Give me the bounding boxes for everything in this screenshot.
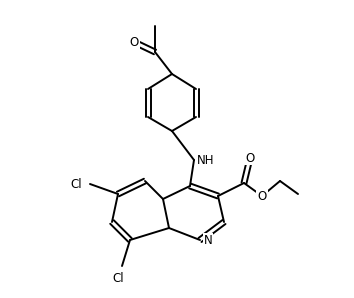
Text: Cl: Cl <box>70 178 82 190</box>
Text: N: N <box>204 234 212 246</box>
Text: O: O <box>245 151 255 164</box>
Text: O: O <box>129 35 139 49</box>
Text: Cl: Cl <box>112 271 124 285</box>
Text: NH: NH <box>197 153 215 167</box>
Text: O: O <box>257 190 267 203</box>
